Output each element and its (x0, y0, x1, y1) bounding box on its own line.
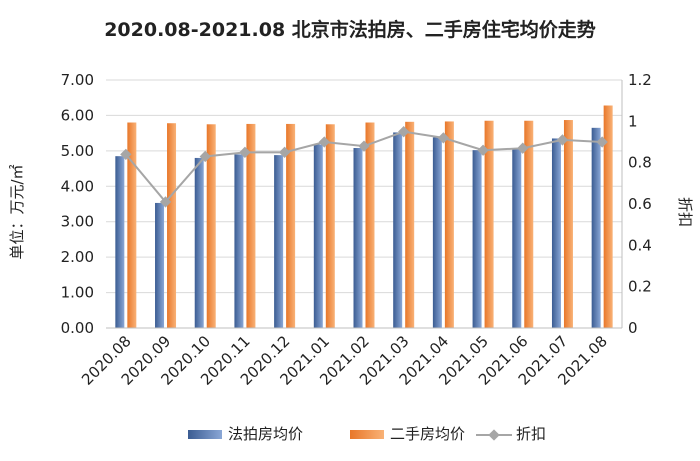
y2-axis-title: 折扣 (676, 197, 694, 227)
bar-auction-price (313, 144, 323, 328)
legend-label-resale: 二手房均价 (390, 425, 465, 443)
discount-point (556, 134, 569, 146)
discount-point (596, 136, 608, 148)
y-tick-label: 1.00 (61, 284, 94, 302)
y2-tick-label: 0.2 (628, 278, 652, 296)
discount-point (199, 150, 211, 163)
y2-tick-label: 0 (628, 319, 638, 337)
bar-resale-price (603, 105, 613, 328)
chart-title: 2020.08-2021.08 北京市法拍房、二手房住宅均价走势 (104, 18, 596, 41)
bar-auction-price (353, 148, 363, 328)
legend-marker-discount (488, 429, 500, 441)
grid-lines (106, 79, 622, 294)
discount-point (517, 142, 529, 154)
legend-label-discount: 折扣 (516, 425, 546, 443)
bar-auction-price (591, 127, 601, 328)
discount-line (120, 126, 608, 208)
bar-auction-price (194, 157, 204, 328)
discount-point (358, 140, 370, 152)
discount-point (437, 132, 450, 144)
legend: 法拍房均价 二手房均价 折扣 (188, 425, 546, 443)
bar-resale-price (246, 123, 256, 328)
discount-point (318, 136, 330, 148)
axes: 0.00 1.00 2.00 3.00 4.00 5.00 6.00 7.00 0 0.2 0.4 0… (8, 71, 694, 389)
y-tick-label: 3.00 (61, 213, 94, 231)
y2-tick-label: 0.6 (628, 195, 652, 213)
bar-auction-price (274, 155, 284, 328)
bar-auction-price (115, 156, 125, 328)
bar-resale-price (484, 120, 494, 328)
bar-resale-price (563, 120, 573, 328)
discount-point (278, 146, 291, 158)
bar-resale-price (167, 123, 177, 328)
y-tick-label: 2.00 (61, 248, 94, 266)
bar-auction-price (512, 149, 522, 328)
bar-resale-price (524, 120, 534, 328)
bar-resale-price (127, 122, 137, 328)
bar-auction-price (393, 132, 403, 328)
y-tick-label: 6.00 (61, 106, 94, 124)
legend-swatch-auction (188, 430, 222, 439)
bars (115, 105, 613, 329)
legend-label-auction: 法拍房均价 (228, 425, 303, 443)
y-tick-label: 5.00 (61, 142, 94, 160)
legend-swatch-resale (350, 430, 384, 439)
y-tick-label: 4.00 (61, 177, 94, 195)
y-tick-label: 0.00 (61, 319, 94, 337)
bar-auction-price (155, 202, 165, 328)
discount-point (159, 196, 172, 208)
bar-auction-price (432, 137, 442, 328)
bar-auction-price (234, 154, 244, 328)
bar-resale-price (444, 121, 454, 328)
bar-resale-price (405, 121, 415, 328)
discount-point (477, 144, 489, 156)
y2-tick-label: 0.4 (628, 236, 652, 254)
bar-resale-price (206, 124, 216, 329)
bar-resale-price (286, 123, 296, 328)
y2-tick-label: 1.2 (628, 71, 652, 89)
y2-tick-label: 0.8 (628, 154, 652, 172)
bar-auction-price (472, 150, 482, 328)
y2-tick-label: 1 (628, 112, 638, 130)
bar-resale-price (325, 124, 335, 329)
bar-resale-price (365, 122, 375, 328)
bar-auction-price (551, 138, 561, 328)
y-tick-label: 7.00 (61, 71, 94, 89)
discount-point (239, 146, 251, 158)
y-axis-title: 单位：万元/㎡ (8, 164, 26, 259)
discount-point (398, 126, 410, 138)
